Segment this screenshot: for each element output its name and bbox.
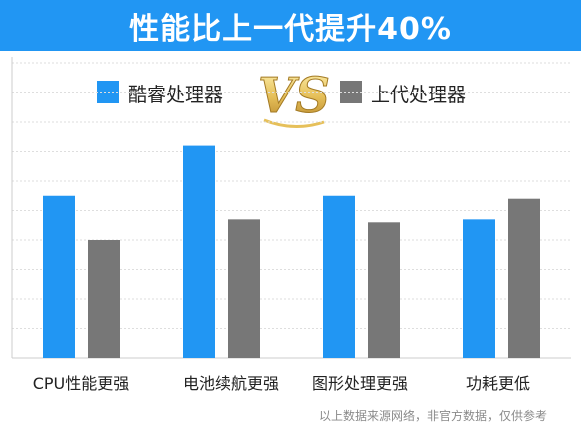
legend-swatch-gray xyxy=(340,81,362,103)
bar-previous-3 xyxy=(508,198,540,358)
legend-label-blue: 酷睿处理器 xyxy=(128,84,224,106)
category-label-cpu: CPU性能更强 xyxy=(32,374,130,393)
bar-previous-1 xyxy=(228,219,260,358)
bar-chart xyxy=(11,57,571,359)
bar-current-0 xyxy=(43,195,75,358)
bar-previous-2 xyxy=(368,222,400,358)
legend-label-gray: 上代处理器 xyxy=(371,84,467,106)
chart-title: 性能比上一代提升40% xyxy=(129,11,452,47)
bar-current-3 xyxy=(463,219,495,358)
bar-current-2 xyxy=(323,195,355,358)
bar-current-1 xyxy=(183,145,215,358)
category-label-graphics: 图形处理更强 xyxy=(311,374,408,393)
bar-previous-0 xyxy=(88,240,120,358)
category-label-battery: 电池续航更强 xyxy=(182,374,279,393)
category-label-power: 功耗更低 xyxy=(465,374,530,393)
footnote: 以上数据来源网络，非官方数据，仅供参考 xyxy=(318,409,547,423)
title-banner: 性能比上一代提升40% xyxy=(0,0,581,51)
vs-logo-icon: VS xyxy=(258,68,330,128)
vs-text: VS xyxy=(258,68,330,124)
